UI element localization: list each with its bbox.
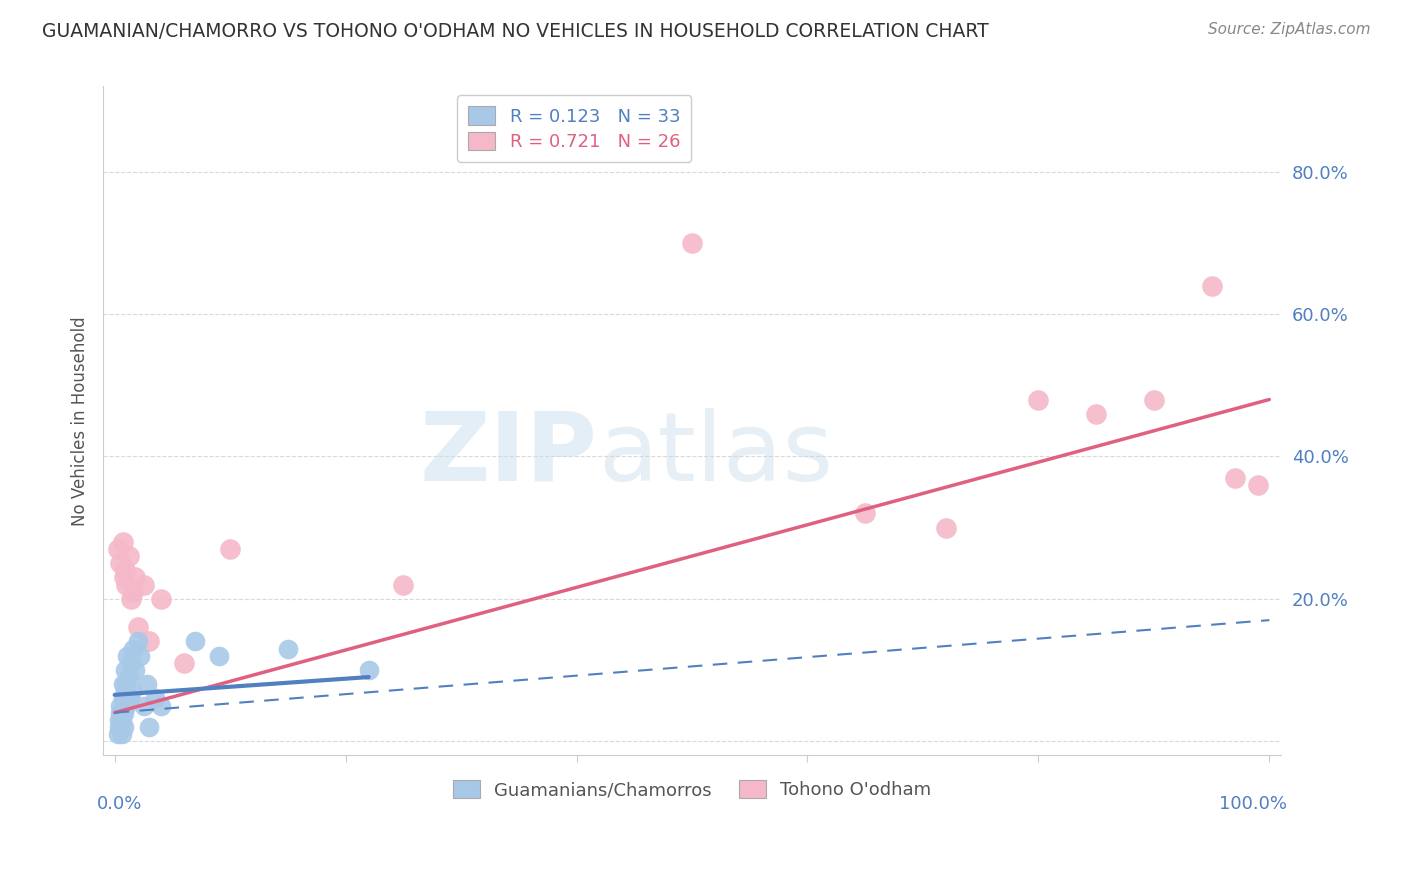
Text: atlas: atlas (598, 408, 832, 500)
Point (681, 235, 703, 250)
Point (110, 727, 132, 741)
Point (107, 541, 129, 556)
Point (112, 720, 135, 734)
Point (173, 656, 195, 670)
Point (132, 698, 155, 713)
Point (111, 677, 134, 691)
Point (107, 727, 129, 741)
Point (110, 706, 132, 720)
Point (853, 507, 876, 521)
Point (114, 684, 136, 698)
Point (149, 698, 172, 713)
Point (127, 620, 149, 634)
Point (1143, 392, 1166, 407)
Point (935, 520, 957, 534)
Point (138, 720, 160, 734)
Point (114, 563, 136, 577)
Point (115, 698, 138, 713)
Y-axis label: No Vehicles in Household: No Vehicles in Household (72, 316, 89, 525)
Point (138, 634, 160, 648)
Point (115, 577, 138, 591)
Point (112, 706, 135, 720)
Point (132, 577, 155, 591)
Point (115, 677, 138, 691)
Point (110, 556, 132, 570)
Point (108, 720, 131, 734)
Point (118, 691, 141, 706)
Point (120, 656, 142, 670)
Point (149, 591, 172, 606)
Point (124, 663, 146, 677)
Point (277, 641, 299, 656)
Point (219, 541, 242, 556)
Point (114, 663, 136, 677)
Point (117, 549, 139, 563)
Point (1085, 407, 1108, 421)
Point (392, 577, 415, 591)
Point (111, 691, 134, 706)
Point (124, 570, 146, 584)
Legend: Guamanians/Chamorros, Tohono O'odham: Guamanians/Chamorros, Tohono O'odham (446, 772, 939, 806)
Point (117, 670, 139, 684)
Point (120, 591, 142, 606)
Point (122, 641, 145, 656)
Point (1028, 392, 1050, 407)
Text: Source: ZipAtlas.com: Source: ZipAtlas.com (1208, 22, 1371, 37)
Point (1201, 278, 1223, 293)
Point (122, 584, 145, 599)
Text: 100.0%: 100.0% (1219, 796, 1286, 814)
Point (108, 713, 131, 727)
Text: GUAMANIAN/CHAMORRO VS TOHONO O'ODHAM NO VEHICLES IN HOUSEHOLD CORRELATION CHART: GUAMANIAN/CHAMORRO VS TOHONO O'ODHAM NO … (42, 22, 988, 41)
Point (207, 648, 229, 663)
Point (127, 634, 149, 648)
Point (1247, 478, 1270, 492)
Point (129, 648, 152, 663)
Point (1223, 471, 1246, 485)
Point (111, 534, 134, 549)
Text: 0.0%: 0.0% (97, 796, 142, 814)
Point (110, 713, 132, 727)
Point (136, 677, 159, 691)
Point (117, 648, 139, 663)
Point (112, 570, 135, 584)
Point (184, 634, 207, 648)
Point (143, 691, 166, 706)
Text: ZIP: ZIP (420, 408, 598, 500)
Point (357, 663, 380, 677)
Point (121, 684, 143, 698)
Point (110, 698, 132, 713)
